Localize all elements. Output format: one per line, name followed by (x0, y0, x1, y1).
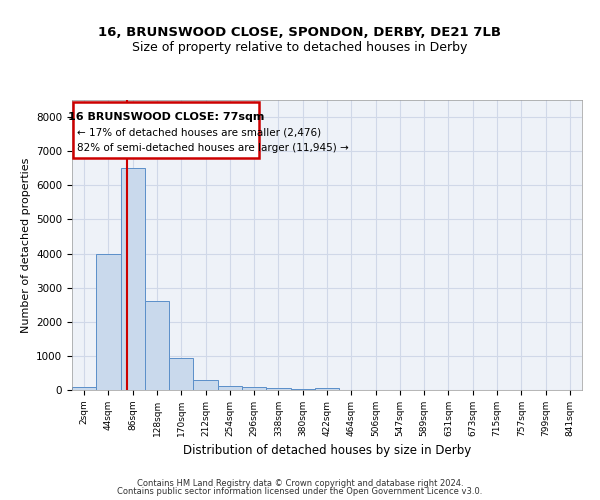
Text: Size of property relative to detached houses in Derby: Size of property relative to detached ho… (133, 41, 467, 54)
Text: Contains public sector information licensed under the Open Government Licence v3: Contains public sector information licen… (118, 487, 482, 496)
Bar (266, 388, 290, 390)
Bar (290, 389, 315, 390)
Bar (193, 380, 218, 390)
Bar (242, 386, 266, 390)
X-axis label: Distribution of detached houses by size in Derby: Distribution of detached houses by size … (183, 444, 471, 458)
Bar (218, 386, 242, 390)
FancyBboxPatch shape (73, 102, 259, 158)
Text: ← 17% of detached houses are smaller (2,476): ← 17% of detached houses are smaller (2,… (77, 128, 321, 138)
Y-axis label: Number of detached properties: Number of detached properties (20, 158, 31, 332)
Bar (315, 388, 339, 390)
Bar (72, 386, 96, 390)
Bar (145, 302, 169, 390)
Bar (96, 254, 121, 390)
Text: Contains HM Land Registry data © Crown copyright and database right 2024.: Contains HM Land Registry data © Crown c… (137, 478, 463, 488)
Bar (169, 358, 193, 390)
Text: 16 BRUNSWOOD CLOSE: 77sqm: 16 BRUNSWOOD CLOSE: 77sqm (68, 112, 264, 122)
Bar (121, 168, 145, 390)
Text: 16, BRUNSWOOD CLOSE, SPONDON, DERBY, DE21 7LB: 16, BRUNSWOOD CLOSE, SPONDON, DERBY, DE2… (98, 26, 502, 39)
Text: 82% of semi-detached houses are larger (11,945) →: 82% of semi-detached houses are larger (… (77, 143, 349, 153)
